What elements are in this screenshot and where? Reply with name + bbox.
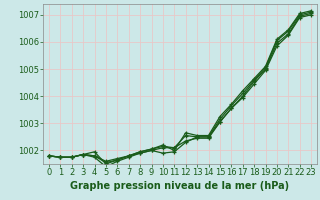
X-axis label: Graphe pression niveau de la mer (hPa): Graphe pression niveau de la mer (hPa) xyxy=(70,181,290,191)
